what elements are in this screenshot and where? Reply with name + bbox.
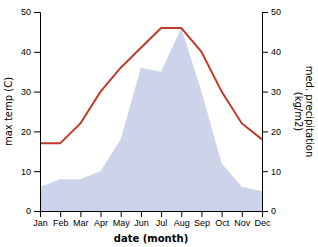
tick: Feb	[53, 211, 69, 228]
tick-mark	[101, 211, 102, 217]
tick-label: Aug	[174, 218, 190, 228]
tick-mark	[262, 211, 268, 212]
tick-label: 50	[271, 7, 281, 17]
tick-label: 10	[271, 167, 281, 177]
tick: Mar	[73, 211, 89, 228]
tick-mark	[141, 211, 142, 217]
tick: 40	[262, 47, 281, 57]
tick: May	[113, 211, 131, 228]
tick-mark	[262, 12, 268, 13]
tick: Jun	[134, 211, 149, 228]
tick-mark	[34, 131, 40, 132]
tick: 50	[262, 7, 281, 17]
tick: 30	[262, 87, 281, 97]
marks	[40, 28, 262, 211]
axis-line	[34, 13, 41, 212]
tick-mark	[262, 171, 268, 172]
axis-line	[41, 212, 263, 218]
tick-mark	[34, 171, 40, 172]
tick-mark	[262, 52, 268, 53]
plot: JanFebMarAprMayJunJulAugSepOctNovDec0102…	[3, 7, 315, 244]
tick-label: 30	[21, 87, 31, 97]
tick: 0	[26, 206, 40, 216]
y-axis-title: max temp (C)	[3, 77, 14, 146]
tick: 10	[21, 167, 40, 177]
tick-mark	[34, 211, 40, 212]
tick: Aug	[174, 211, 190, 228]
tick: Jul	[156, 211, 168, 228]
tick-mark	[34, 92, 40, 93]
tick-label: Nov	[234, 218, 251, 228]
tick-label: Jun	[134, 218, 149, 228]
tick: 20	[262, 127, 281, 137]
tick: 10	[262, 167, 281, 177]
tick-mark	[121, 211, 122, 217]
y-axis: 0 10 20 30 40 50	[21, 7, 41, 216]
tick: Oct	[215, 211, 230, 228]
tick: Jan	[33, 211, 48, 228]
tick-mark	[181, 211, 182, 217]
tick-label: Feb	[53, 218, 69, 228]
tick-mark	[80, 211, 81, 217]
tick-mark	[242, 211, 243, 217]
tick-label: 20	[21, 127, 31, 137]
y2-axis-title: med. precipitation(kg/m2)	[293, 66, 315, 158]
tick-mark	[34, 12, 40, 13]
x-axis-title: date (month)	[114, 233, 188, 244]
x-axis: Jan Feb Mar Apr MayJun Jul Aug Sep Oct NovDec	[33, 211, 271, 228]
tick-mark	[60, 211, 61, 217]
tick-mark	[222, 211, 223, 217]
tick: Dec	[254, 211, 271, 228]
tick: Apr	[94, 211, 108, 228]
tick: 50	[21, 7, 40, 17]
axis-line	[263, 13, 269, 212]
tick: Sep	[194, 211, 210, 228]
tick-label: Jan	[33, 218, 48, 228]
tick: 20	[21, 127, 40, 137]
tick-mark	[262, 131, 268, 132]
tick: 0	[262, 206, 276, 216]
tick: 30	[21, 87, 40, 97]
tick-label: Apr	[94, 218, 108, 228]
tick-label: May	[113, 218, 131, 228]
tick-mark	[201, 211, 202, 217]
tick-label: Jul	[156, 218, 168, 228]
tick: Nov	[234, 211, 251, 228]
tick-label: 40	[21, 47, 31, 57]
tick-label: 40	[271, 47, 281, 57]
line	[40, 28, 262, 143]
tick-label: 10	[21, 167, 31, 177]
tick-mark	[262, 92, 268, 93]
tick-label: 20	[271, 127, 281, 137]
tick: 40	[21, 47, 40, 57]
tick-label: 0	[26, 206, 31, 216]
tick-label: Oct	[215, 218, 230, 228]
tick-label: Mar	[73, 218, 89, 228]
chart: JanFebMarAprMayJunJulAugSepOctNovDec0102…	[0, 0, 318, 247]
tick-label: 0	[271, 206, 276, 216]
area	[40, 28, 262, 211]
y2-axis: 0 10 20 30 40 50	[262, 7, 281, 216]
tick-label: 30	[271, 87, 281, 97]
tick-label: 50	[21, 7, 31, 17]
tick-mark	[34, 52, 40, 53]
tick-mark	[161, 211, 162, 217]
tick-label: Sep	[194, 218, 210, 228]
tick-label: Dec	[254, 218, 271, 228]
